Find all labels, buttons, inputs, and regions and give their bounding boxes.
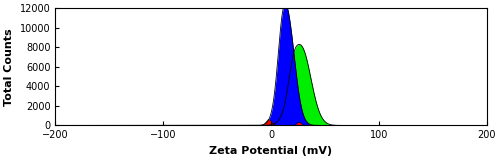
Y-axis label: Total Counts: Total Counts xyxy=(4,28,14,106)
X-axis label: Zeta Potential (mV): Zeta Potential (mV) xyxy=(210,146,332,156)
